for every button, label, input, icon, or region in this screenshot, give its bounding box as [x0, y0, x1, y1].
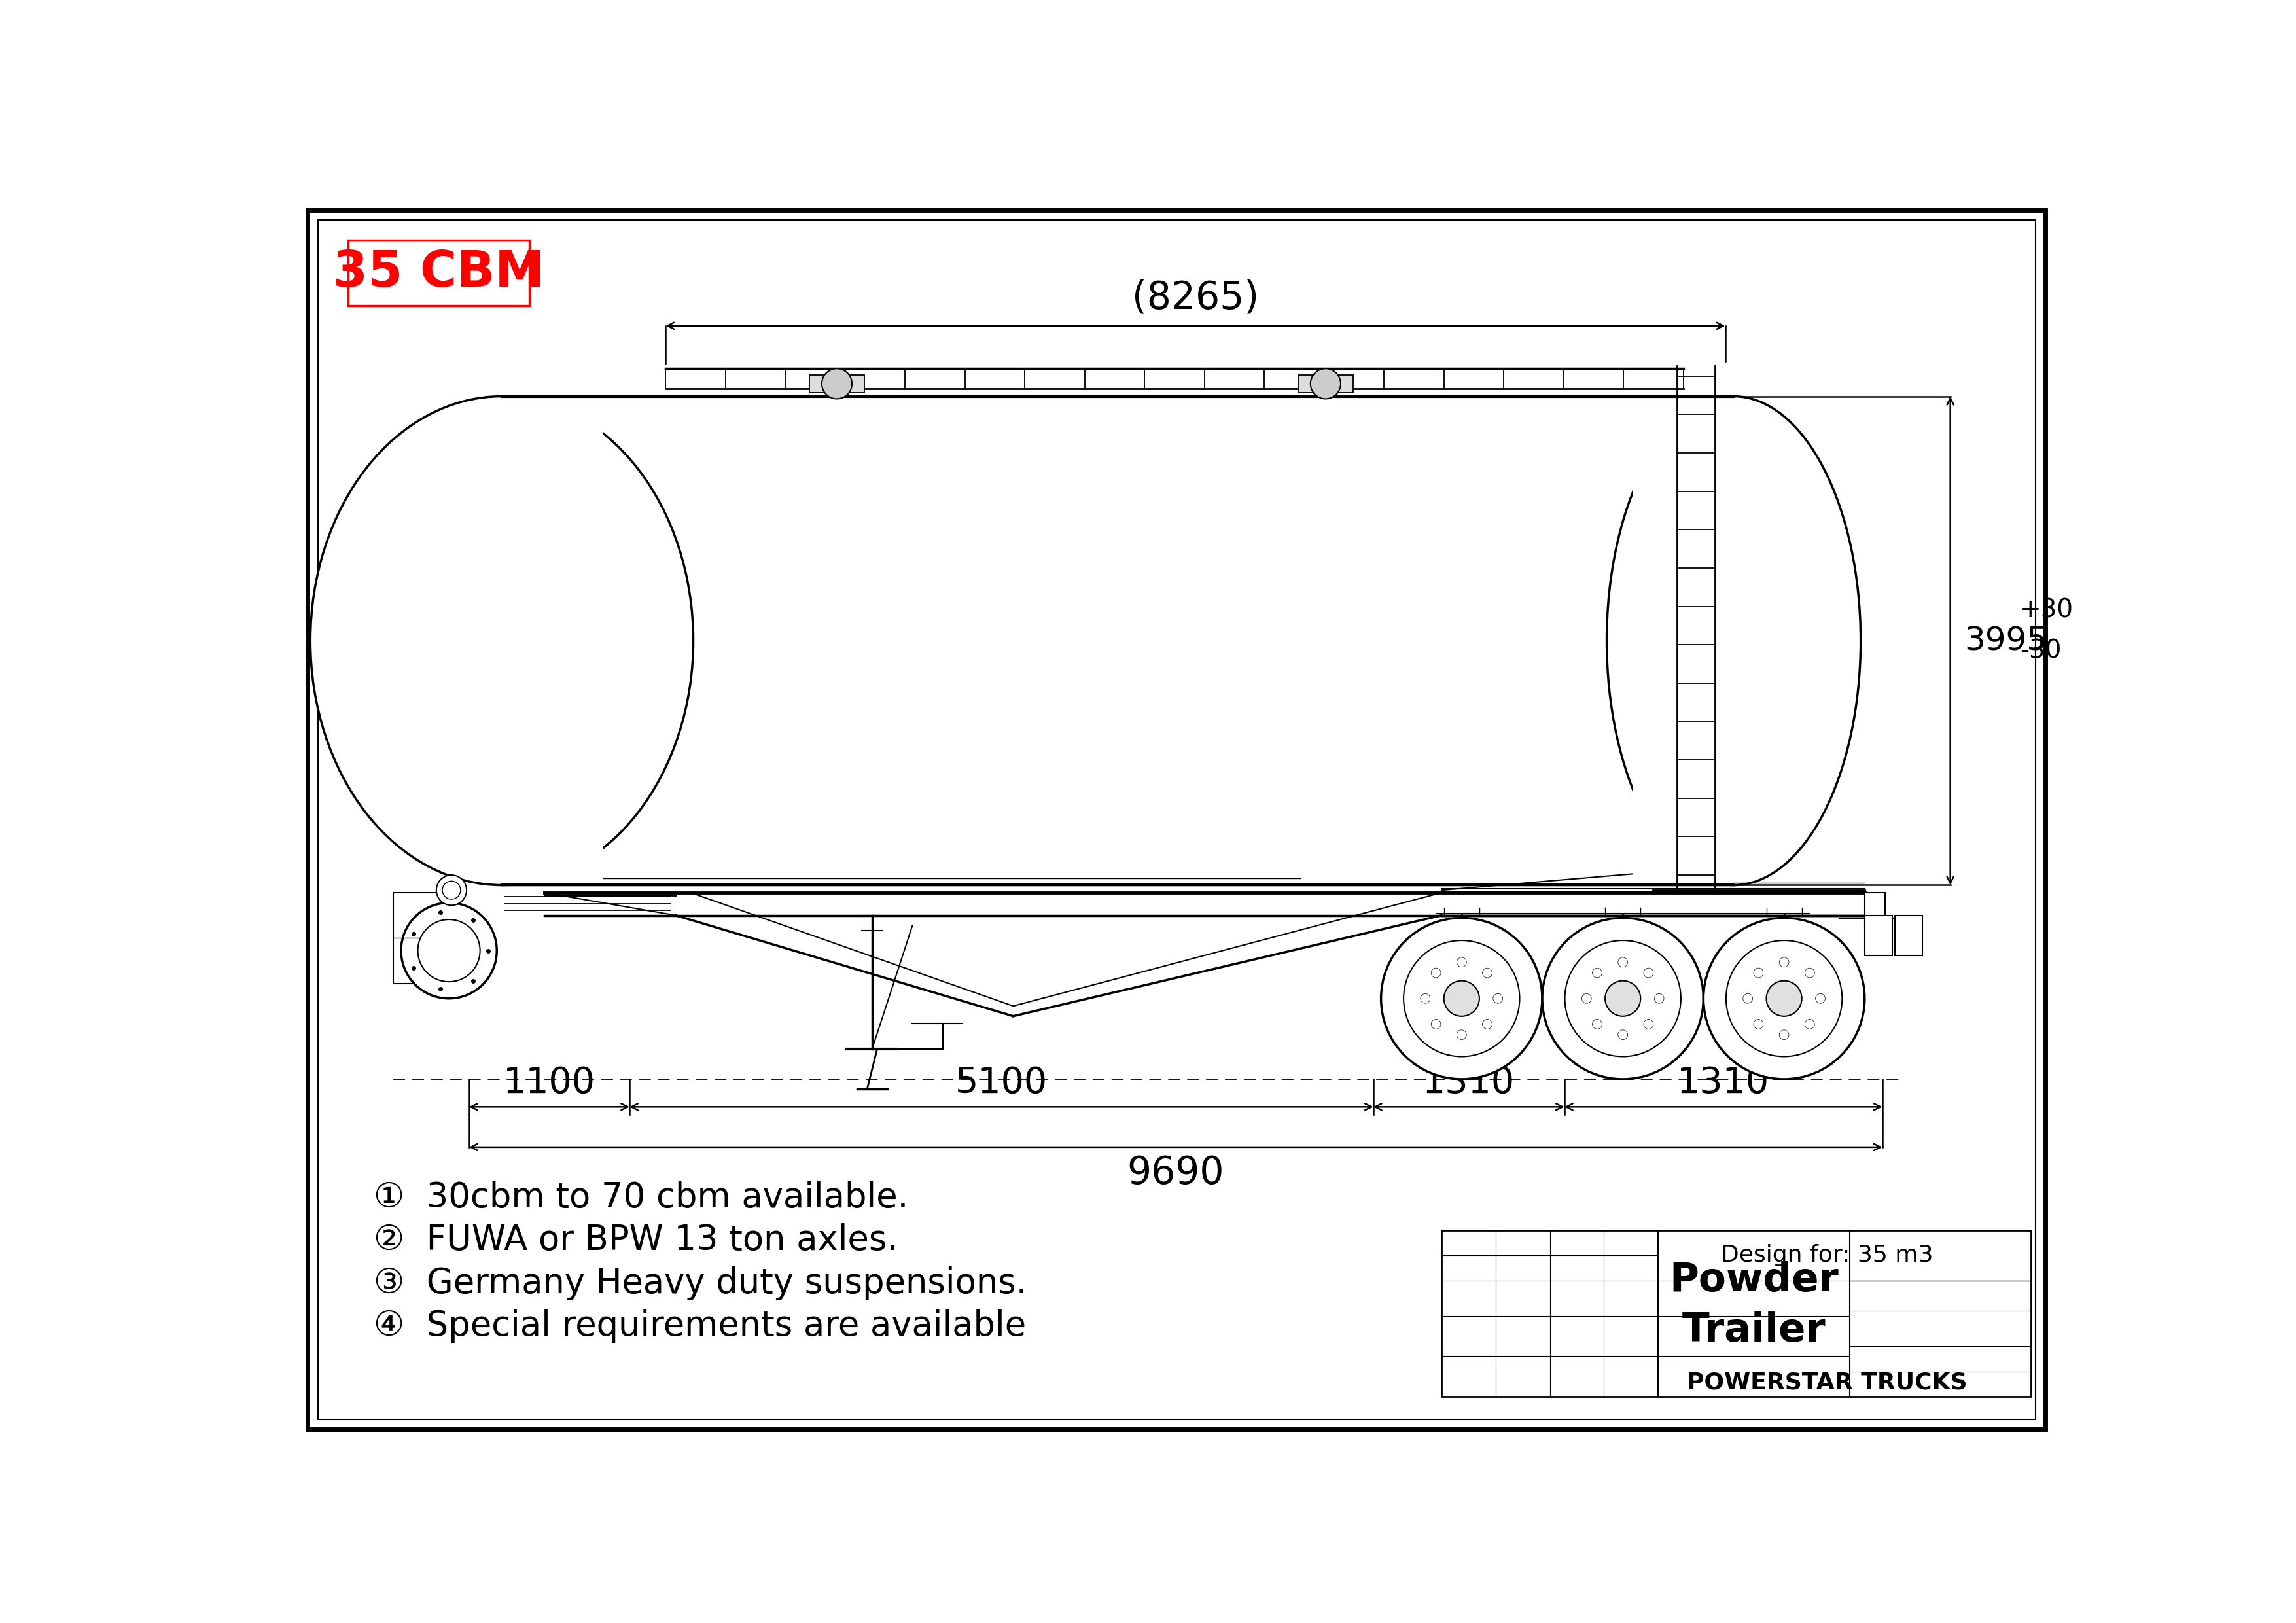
Circle shape: [1421, 993, 1430, 1003]
Circle shape: [443, 881, 461, 899]
Bar: [1864, 893, 1885, 925]
Text: ②  FUWA or BPW 13 ton axles.: ② FUWA or BPW 13 ton axles.: [374, 1224, 898, 1258]
Bar: [1894, 915, 1922, 956]
Circle shape: [1816, 993, 1825, 1003]
Circle shape: [1582, 993, 1591, 1003]
Circle shape: [1543, 919, 1704, 1079]
Circle shape: [1566, 940, 1681, 1057]
Text: Powder: Powder: [1669, 1261, 1839, 1300]
Circle shape: [1727, 940, 1841, 1057]
Circle shape: [402, 902, 496, 998]
Text: 35 CBM: 35 CBM: [333, 248, 544, 297]
Text: 1310: 1310: [1676, 1065, 1770, 1100]
Circle shape: [418, 920, 480, 982]
Circle shape: [1430, 1019, 1442, 1029]
Text: POWERSTAR TRUCKS: POWERSTAR TRUCKS: [1688, 1371, 1968, 1394]
Text: (8265): (8265): [1132, 279, 1258, 316]
Circle shape: [1483, 1019, 1492, 1029]
Text: 3995: 3995: [1965, 625, 2048, 656]
Text: 1100: 1100: [503, 1065, 595, 1100]
Bar: [1297, 375, 1352, 393]
Circle shape: [1605, 980, 1642, 1016]
Circle shape: [1483, 967, 1492, 977]
Circle shape: [1619, 958, 1628, 967]
Circle shape: [1644, 1019, 1653, 1029]
Circle shape: [1593, 967, 1603, 977]
Circle shape: [1766, 980, 1802, 1016]
Circle shape: [1456, 958, 1467, 967]
Text: Trailer: Trailer: [1683, 1311, 1825, 1350]
Bar: [349, 240, 530, 305]
Bar: [1864, 915, 1892, 956]
Circle shape: [1593, 1019, 1603, 1029]
Ellipse shape: [1607, 396, 1860, 885]
Text: POWERSTAR: POWERSTAR: [797, 636, 1401, 721]
Circle shape: [822, 368, 852, 399]
Text: 9690: 9690: [1127, 1154, 1224, 1191]
Circle shape: [1444, 980, 1479, 1016]
Bar: [1632, 396, 1733, 885]
Circle shape: [1456, 1031, 1467, 1040]
Circle shape: [1805, 1019, 1814, 1029]
Circle shape: [1380, 919, 1543, 1079]
Bar: [503, 398, 1733, 885]
Bar: [1442, 1230, 2032, 1397]
Circle shape: [1644, 967, 1653, 977]
Circle shape: [1805, 967, 1814, 977]
Text: ③  Germany Heavy duty suspensions.: ③ Germany Heavy duty suspensions.: [374, 1266, 1026, 1300]
Circle shape: [1754, 967, 1763, 977]
Circle shape: [436, 875, 466, 906]
Circle shape: [1403, 940, 1520, 1057]
Circle shape: [1754, 1019, 1763, 1029]
Text: +30: +30: [2020, 597, 2073, 623]
Bar: [393, 893, 455, 984]
Circle shape: [1779, 1031, 1789, 1040]
Circle shape: [1655, 993, 1665, 1003]
Circle shape: [1743, 993, 1752, 1003]
Text: 5100: 5100: [955, 1065, 1047, 1100]
Circle shape: [1619, 1031, 1628, 1040]
Circle shape: [1492, 993, 1502, 1003]
Circle shape: [1430, 967, 1442, 977]
Text: Design for: 35 m3: Design for: 35 m3: [1720, 1245, 1933, 1266]
Text: P: P: [964, 407, 1182, 688]
Circle shape: [1779, 958, 1789, 967]
Bar: [503, 396, 602, 885]
Circle shape: [1311, 368, 1341, 399]
Bar: [808, 375, 866, 393]
Ellipse shape: [310, 396, 693, 885]
Text: ④  Special requirements are available: ④ Special requirements are available: [374, 1310, 1026, 1344]
Circle shape: [1704, 919, 1864, 1079]
Text: -30: -30: [2020, 638, 2062, 664]
Text: ①  30cbm to 70 cbm available.: ① 30cbm to 70 cbm available.: [374, 1180, 909, 1214]
Text: 1310: 1310: [1424, 1065, 1515, 1100]
